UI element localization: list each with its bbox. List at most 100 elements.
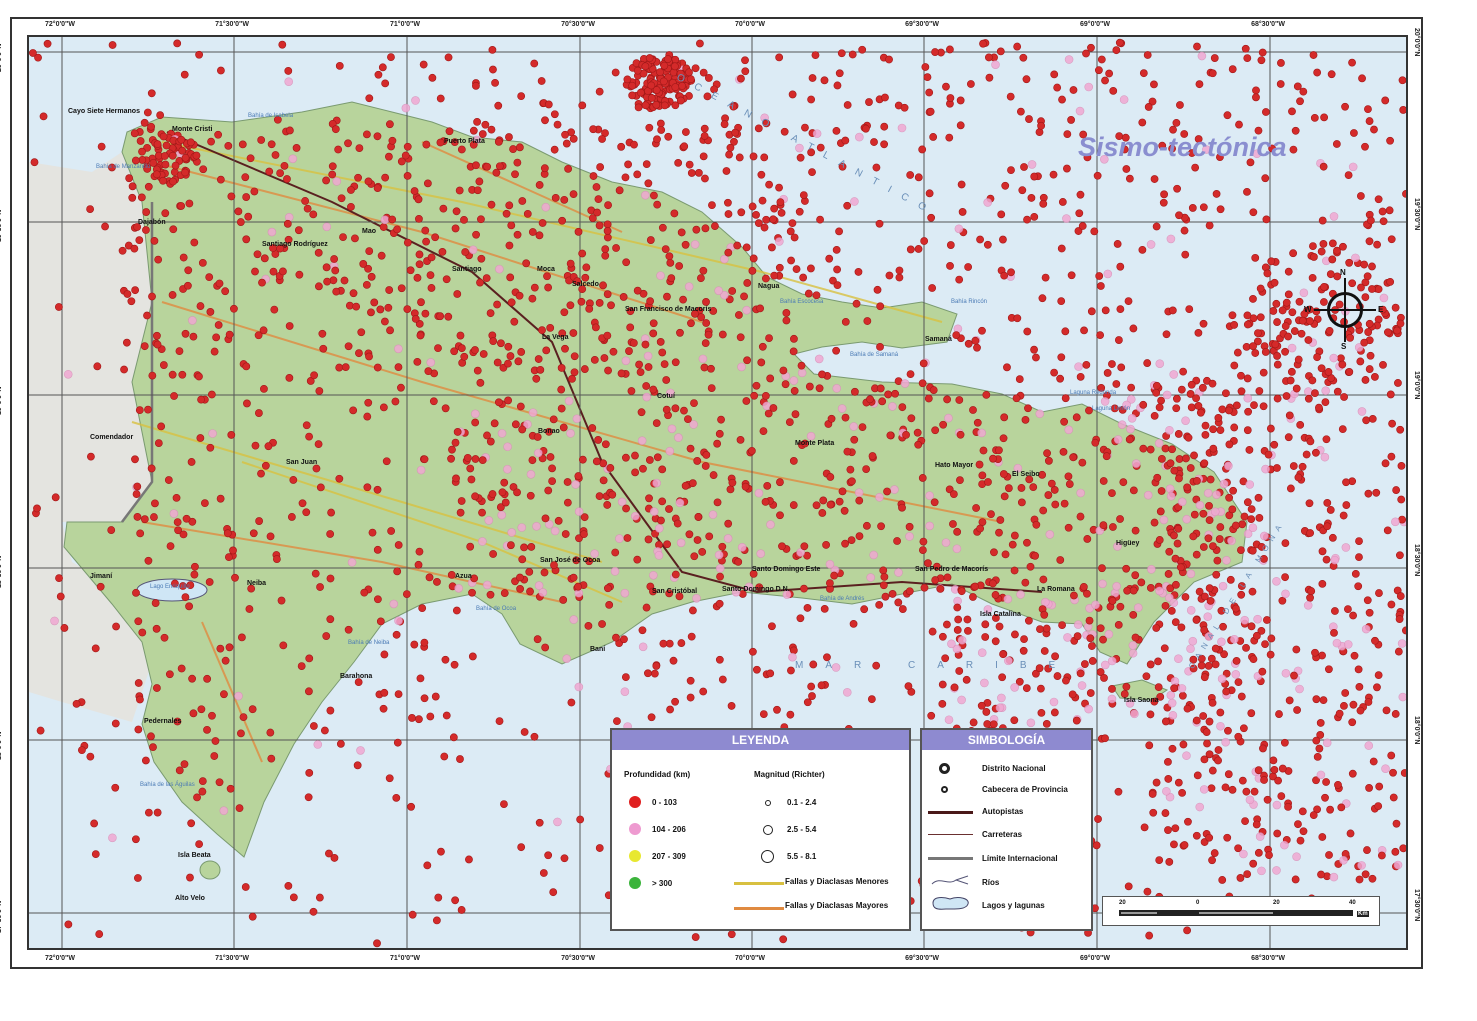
earthquake-point — [476, 378, 485, 387]
earthquake-point — [108, 163, 116, 172]
earthquake-point — [504, 396, 512, 405]
earthquake-point — [926, 107, 935, 116]
earthquake-point — [365, 352, 373, 361]
earthquake-point — [1263, 795, 1272, 804]
earthquake-point — [1282, 392, 1291, 400]
earthquake-point — [181, 153, 190, 162]
earthquake-point — [1220, 650, 1228, 659]
symbology-label-0: Distrito Nacional — [982, 764, 1046, 773]
earthquake-point — [1293, 706, 1301, 714]
earthquake-point — [432, 916, 441, 925]
earthquake-point — [1138, 245, 1147, 254]
earthquake-point — [532, 521, 541, 531]
earthquake-point — [1038, 294, 1047, 303]
earthquake-point — [820, 605, 829, 613]
earthquake-point — [938, 699, 947, 708]
earthquake-point — [914, 440, 923, 449]
earthquake-point — [790, 233, 799, 242]
earthquake-point — [641, 340, 650, 349]
earthquake-point — [647, 713, 656, 722]
earthquake-point — [1160, 644, 1169, 653]
earthquake-point — [135, 236, 144, 245]
earthquake-point — [234, 207, 243, 216]
earthquake-point — [1210, 54, 1219, 62]
earthquake-point — [995, 622, 1004, 631]
earthquake-point — [636, 88, 645, 97]
earthquake-point — [397, 284, 406, 293]
earthquake-point — [1210, 507, 1220, 517]
earthquake-point — [575, 534, 583, 543]
earthquake-point — [623, 75, 632, 84]
earthquake-point — [1253, 614, 1262, 624]
earthquake-point — [698, 354, 708, 364]
earthquake-point — [489, 550, 498, 558]
earthquake-point — [999, 235, 1007, 244]
earthquake-point — [542, 346, 551, 355]
earthquake-point — [848, 50, 857, 59]
earthquake-point — [39, 112, 48, 121]
earthquake-point — [752, 665, 761, 674]
depth-label-1: 104 - 206 — [652, 825, 686, 834]
earthquake-point — [271, 151, 280, 159]
earthquake-point — [754, 124, 763, 133]
earthquake-point — [1152, 778, 1161, 787]
earthquake-point — [1006, 92, 1015, 101]
earthquake-point — [608, 490, 617, 499]
earthquake-point — [862, 465, 871, 474]
earthquake-point — [923, 73, 932, 82]
earthquake-point — [900, 379, 910, 388]
earthquake-point — [692, 225, 701, 234]
earthquake-point — [1199, 319, 1208, 328]
earthquake-point — [379, 704, 388, 713]
earthquake-point — [1330, 555, 1340, 565]
earthquake-point — [1100, 397, 1110, 406]
earthquake-point — [1064, 55, 1074, 64]
earthquake-point — [169, 225, 178, 234]
earthquake-point — [1243, 187, 1251, 196]
earthquake-point — [883, 487, 891, 496]
earthquake-point — [1222, 389, 1230, 398]
earthquake-point — [1108, 596, 1117, 605]
earthquake-point — [995, 446, 1003, 455]
earthquake-point — [206, 443, 215, 452]
earthquake-point — [1155, 359, 1165, 368]
earthquake-point — [1168, 144, 1176, 153]
earthquake-point — [147, 89, 156, 98]
earthquake-point — [532, 374, 541, 383]
place-label: Isla Beata — [178, 852, 211, 859]
earthquake-point — [1210, 849, 1219, 857]
earthquake-point — [288, 154, 298, 164]
earthquake-point — [787, 256, 795, 265]
earthquake-point — [642, 382, 651, 390]
earthquake-point — [644, 669, 652, 678]
earthquake-point — [1171, 824, 1180, 833]
earthquake-point — [658, 348, 667, 357]
earthquake-point — [1209, 542, 1217, 550]
earthquake-point — [1266, 650, 1275, 659]
earthquake-point — [1243, 311, 1252, 320]
earthquake-point — [416, 331, 425, 340]
earthquake-point — [1221, 737, 1230, 747]
earthquake-point — [198, 777, 207, 786]
earthquake-point — [322, 176, 331, 185]
compass-rose: N S E W — [1304, 268, 1383, 351]
earthquake-point — [497, 429, 507, 438]
earthquake-point — [221, 656, 230, 665]
earthquake-point — [255, 409, 263, 417]
earthquake-point — [1259, 368, 1268, 377]
earthquake-point — [137, 193, 146, 202]
latitude-tick-right: 18°0'0"N — [1413, 716, 1420, 745]
earthquake-point — [617, 497, 627, 507]
earthquake-point — [526, 470, 536, 479]
place-label: San José de Ocoa — [540, 557, 601, 564]
symbology-panel: SIMBOLOGÍA Distrito Nacional Cabecera de… — [920, 728, 1093, 931]
earthquake-point — [905, 587, 914, 596]
earthquake-point — [1122, 165, 1131, 173]
earthquake-point — [1328, 239, 1337, 248]
earthquake-point — [1252, 820, 1261, 829]
earthquake-point — [861, 124, 870, 133]
earthquake-point — [855, 532, 864, 541]
earthquake-point — [987, 510, 995, 519]
latitude-tick-left: 17°30'0"N — [0, 900, 3, 933]
latitude-tick-left: 20°0'0"N — [0, 43, 3, 72]
